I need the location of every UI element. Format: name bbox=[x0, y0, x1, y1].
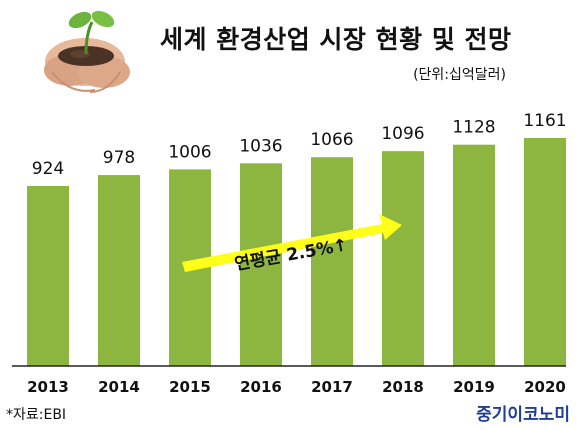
x-tick-labels: 2013 2014 2015 2016 2017 2018 2019 2020 bbox=[27, 378, 566, 396]
bar-value-label: 924 bbox=[32, 159, 64, 179]
bar-2018 bbox=[382, 151, 424, 366]
x-tick-label: 2013 bbox=[27, 378, 69, 396]
bar-2020 bbox=[524, 138, 566, 366]
x-tick-label: 2019 bbox=[453, 378, 495, 396]
cagr-arrow: 연평균 2.5%↑ bbox=[182, 214, 402, 275]
bar-2017 bbox=[311, 157, 353, 366]
x-tick-label: 2015 bbox=[169, 378, 211, 396]
unit-label: (단위:십억달러) bbox=[413, 67, 506, 83]
x-tick-label: 2016 bbox=[240, 378, 282, 396]
bar-2016 bbox=[240, 163, 282, 366]
bar-value-label: 1006 bbox=[168, 142, 211, 162]
bar-value-label: 978 bbox=[103, 148, 135, 168]
bar-value-label: 1161 bbox=[523, 111, 566, 131]
seedling-hands-icon bbox=[44, 10, 130, 93]
trend-arrow-icon bbox=[182, 214, 402, 272]
source-note: *자료:EBI bbox=[6, 407, 67, 423]
bar-2014 bbox=[98, 175, 140, 366]
bar-2013 bbox=[27, 186, 69, 366]
bar-value-label: 1036 bbox=[239, 136, 282, 156]
x-tick-label: 2014 bbox=[98, 378, 140, 396]
bar-2019 bbox=[453, 144, 495, 366]
bar-value-label: 1096 bbox=[381, 124, 424, 144]
bar-value-label: 1066 bbox=[310, 130, 353, 150]
bars-group: 924 978 1006 1036 1066 1096 1128 1161 bbox=[27, 111, 567, 366]
brand-logo: 중기이코노미 bbox=[476, 405, 570, 425]
x-tick-label: 2020 bbox=[524, 378, 566, 396]
x-tick-label: 2018 bbox=[382, 378, 424, 396]
chart-title: 세계 환경산업 시장 현황 및 전망 bbox=[160, 25, 512, 54]
x-tick-label: 2017 bbox=[311, 378, 353, 396]
bar-value-label: 1128 bbox=[452, 118, 495, 138]
